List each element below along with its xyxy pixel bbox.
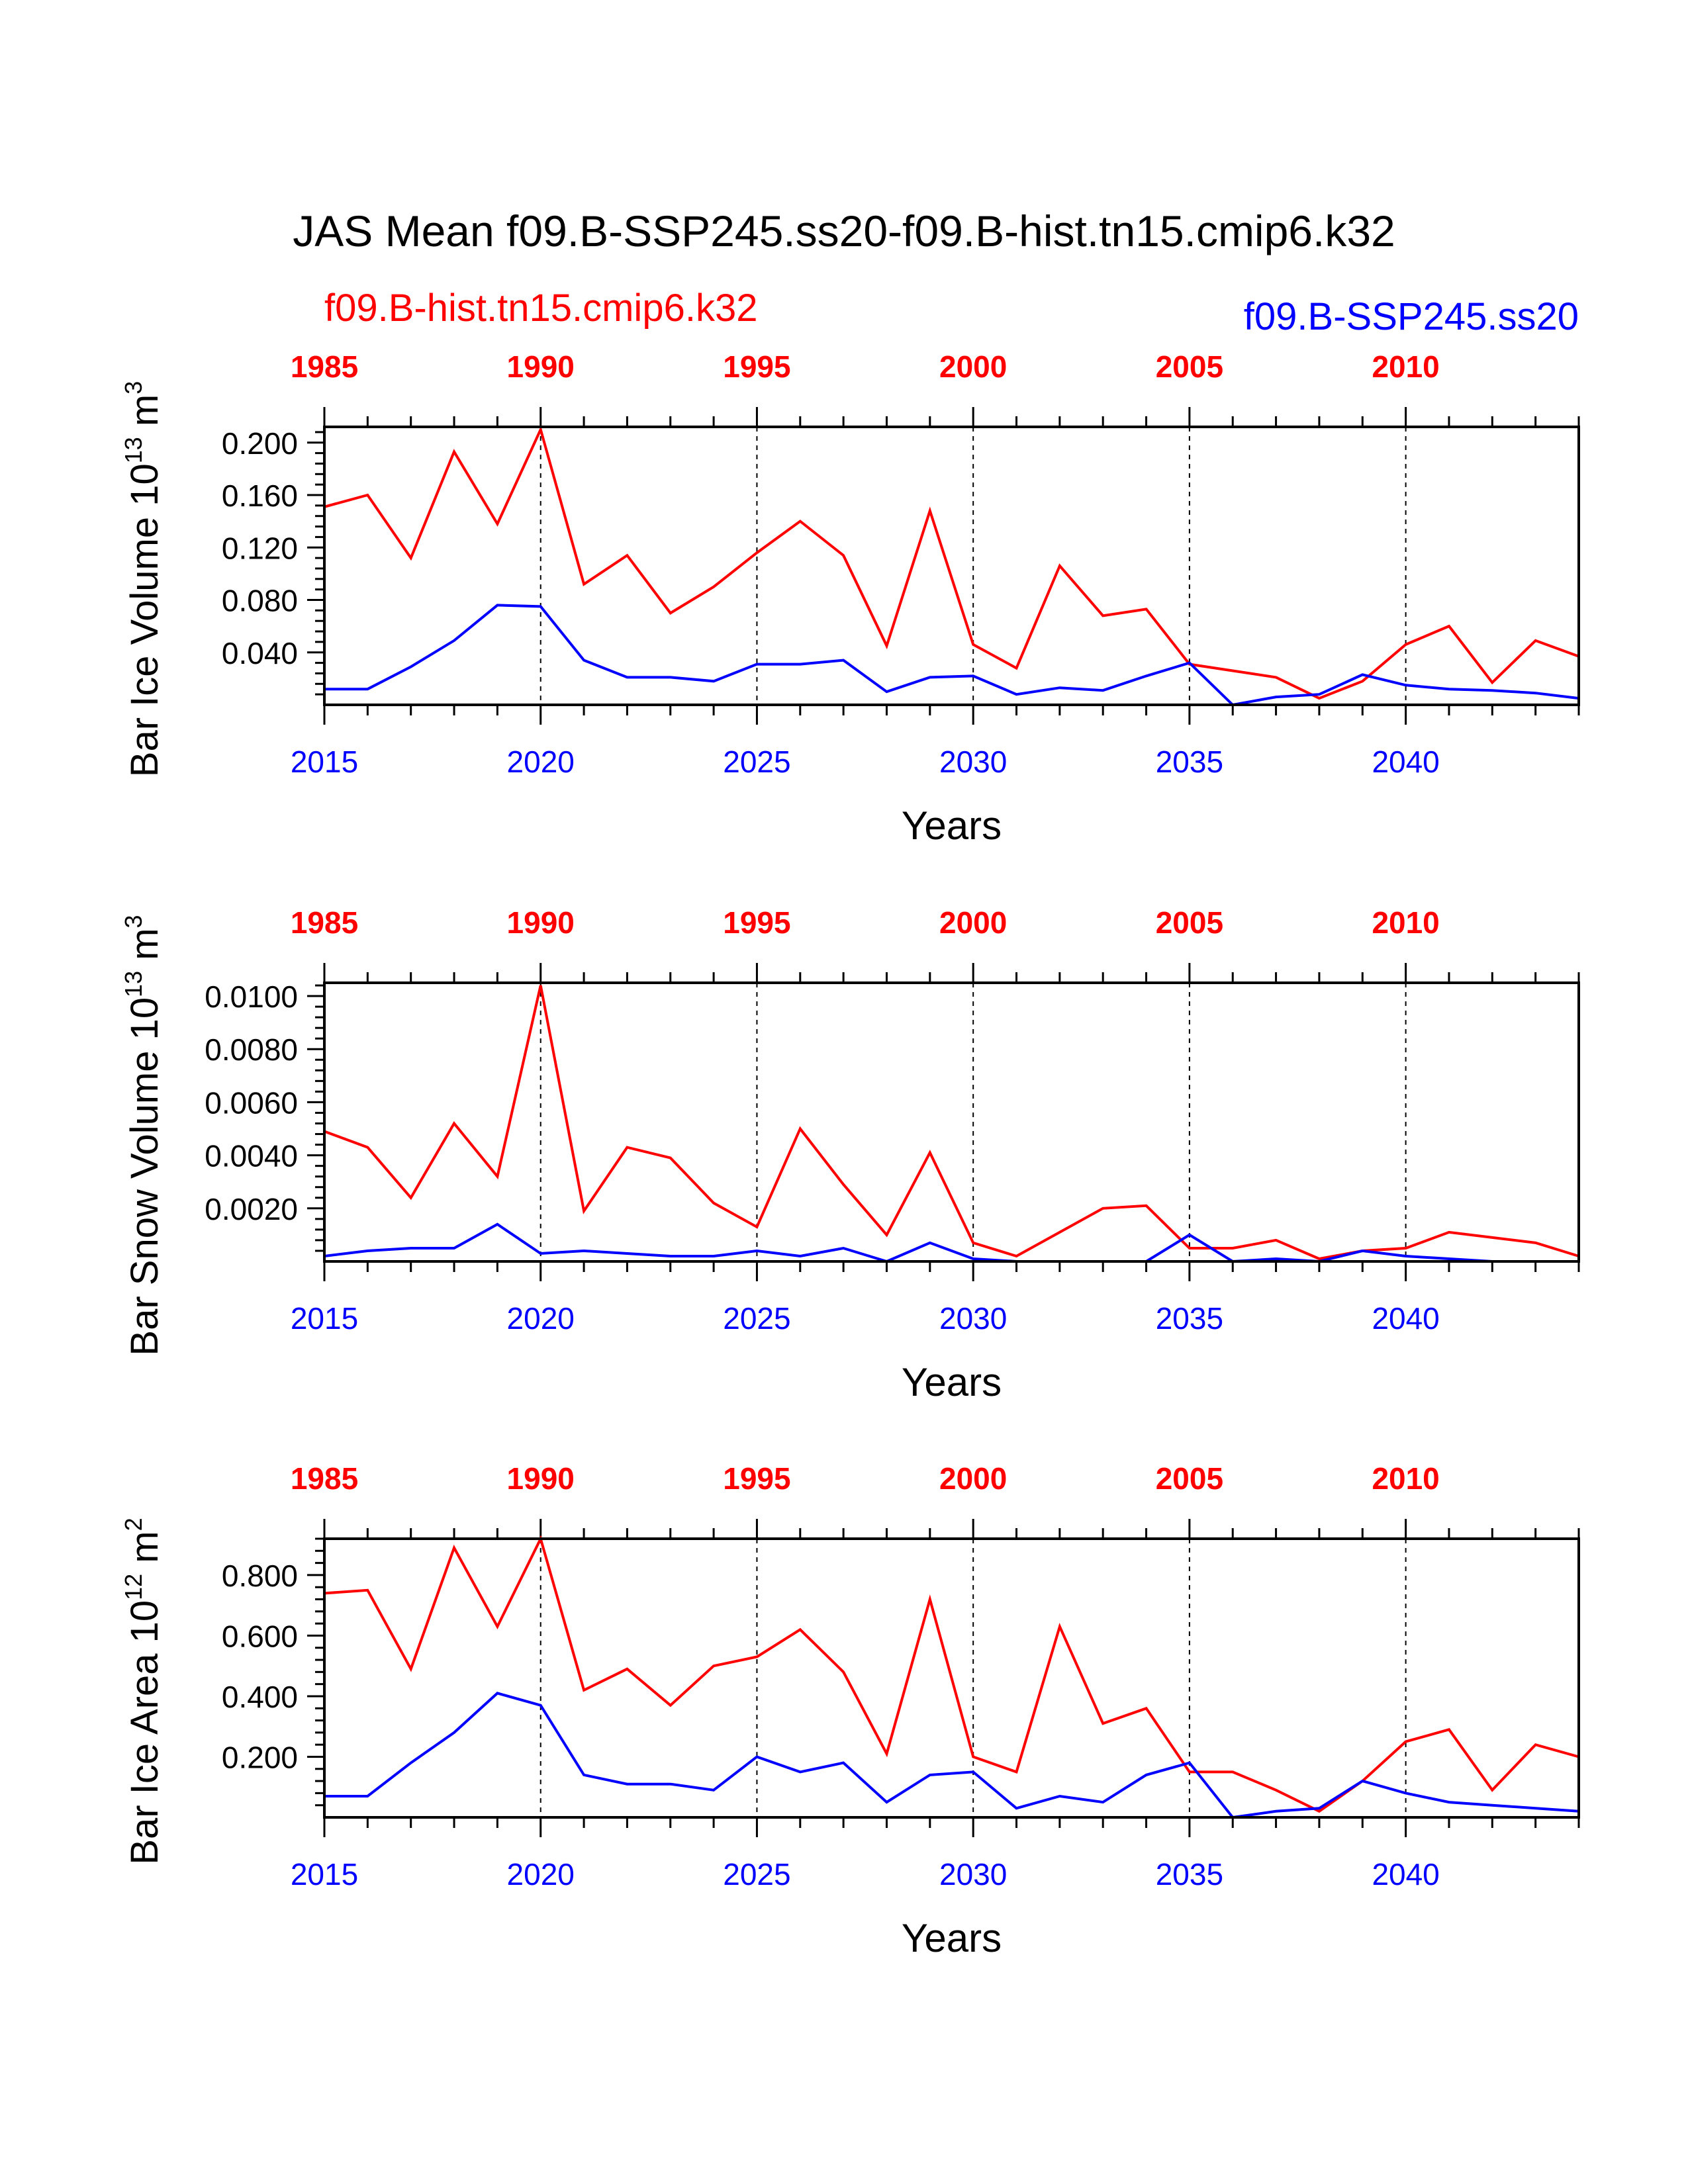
y-tick-label: 0.0060 xyxy=(205,1085,298,1120)
y-tick-label: 0.040 xyxy=(222,636,298,670)
plot-frame xyxy=(323,981,1580,1263)
y-tick-label: 0.800 xyxy=(222,1559,298,1593)
x-tick-label-top: 1990 xyxy=(507,1461,575,1496)
y-tick-label: 0.200 xyxy=(222,426,298,461)
y-axis-label: Bar Ice Volume 1013 m3 xyxy=(120,381,166,777)
x-tick-label-top: 2010 xyxy=(1372,1461,1439,1496)
series-line-ssp xyxy=(324,1692,1579,1819)
x-tick-label-top: 1990 xyxy=(507,349,575,384)
x-tick-label-bottom: 2035 xyxy=(1156,1857,1223,1891)
y-tick-label: 0.0020 xyxy=(205,1192,298,1226)
x-tick-label-bottom: 2020 xyxy=(507,745,575,779)
x-tick-label-top: 2010 xyxy=(1372,905,1439,940)
y-tick-label: 0.0100 xyxy=(205,979,298,1014)
x-tick-label-bottom: 2015 xyxy=(291,1301,358,1336)
series-line-ssp xyxy=(324,1222,1579,1263)
x-tick-label-bottom: 2020 xyxy=(507,1857,575,1891)
x-tick-label-top: 2010 xyxy=(1372,349,1439,384)
y-tick-label: 0.600 xyxy=(222,1619,298,1653)
x-axis-label: Years xyxy=(902,1360,1002,1404)
x-tick-label-top: 2005 xyxy=(1156,349,1223,384)
figure-title: JAS Mean f09.B-SSP245.ss20-f09.B-hist.tn… xyxy=(293,206,1395,255)
x-tick-label-bottom: 2025 xyxy=(723,1301,790,1336)
x-tick-label-bottom: 2020 xyxy=(507,1301,575,1336)
x-tick-label-top: 2005 xyxy=(1156,1461,1223,1496)
x-tick-label-top: 2000 xyxy=(939,905,1007,940)
plot-frame xyxy=(323,426,1580,706)
x-tick-label-top: 2005 xyxy=(1156,905,1223,940)
y-tick-label: 0.200 xyxy=(222,1740,298,1774)
x-tick-label-bottom: 2040 xyxy=(1372,1301,1439,1336)
y-axis-label: Bar Ice Area 1012 m2 xyxy=(120,1518,166,1864)
x-tick-label-top: 1985 xyxy=(291,1461,358,1496)
x-tick-label-top: 1995 xyxy=(723,905,790,940)
chart-panel-2: 0.0020 0.0040 0.0060 0.0080 0.0100 2015 2020 20… xyxy=(120,905,1580,1404)
y-tick-label: 0.120 xyxy=(222,531,298,565)
x-tick-label-bottom: 2035 xyxy=(1156,745,1223,779)
x-tick-label-bottom: 2025 xyxy=(723,745,790,779)
x-tick-label-bottom: 2030 xyxy=(939,1857,1007,1891)
x-tick-label-bottom: 2040 xyxy=(1372,1857,1439,1891)
legend-hist-label: f09.B-hist.tn15.cmip6.k32 xyxy=(324,287,757,330)
x-tick-label-bottom: 2025 xyxy=(723,1857,790,1891)
x-tick-label-top: 1985 xyxy=(291,905,358,940)
chart-panels: 0.040 0.080 0.120 0.160 0.200 2015 2020 2025 203… xyxy=(120,349,1580,1960)
x-tick-label-top: 1995 xyxy=(723,1461,790,1496)
y-tick-label: 0.080 xyxy=(222,584,298,618)
x-tick-label-bottom: 2030 xyxy=(939,745,1007,779)
y-tick-label: 0.160 xyxy=(222,478,298,513)
x-tick-label-bottom: 2030 xyxy=(939,1301,1007,1336)
x-tick-label-bottom: 2015 xyxy=(291,745,358,779)
x-axis-label: Years xyxy=(902,1916,1002,1960)
x-tick-label-top: 1990 xyxy=(507,905,575,940)
x-tick-label-bottom: 2035 xyxy=(1156,1301,1223,1336)
x-tick-label-top: 1995 xyxy=(723,349,790,384)
legend-ssp-label: f09.B-SSP245.ss20 xyxy=(1244,295,1579,338)
y-tick-label: 0.0040 xyxy=(205,1139,298,1173)
x-tick-label-top: 2000 xyxy=(939,349,1007,384)
y-tick-label: 0.400 xyxy=(222,1680,298,1714)
x-tick-label-top: 2000 xyxy=(939,1461,1007,1496)
x-tick-label-top: 1985 xyxy=(291,349,358,384)
x-tick-label-bottom: 2040 xyxy=(1372,745,1439,779)
chart-panel-3: 0.200 0.400 0.600 0.800 2015 2020 2025 2030 2035… xyxy=(120,1461,1580,1960)
chart-panel-1: 0.040 0.080 0.120 0.160 0.200 2015 2020 2025 203… xyxy=(120,349,1580,848)
plot-frame xyxy=(323,1537,1580,1819)
x-axis-label: Years xyxy=(902,803,1002,848)
y-axis-label: Bar Snow Volume 1013 m3 xyxy=(120,915,166,1355)
series-line-ssp xyxy=(324,604,1579,707)
y-tick-label: 0.0080 xyxy=(205,1032,298,1067)
x-tick-label-bottom: 2015 xyxy=(291,1857,358,1891)
series-line-hist xyxy=(324,1535,1579,1813)
